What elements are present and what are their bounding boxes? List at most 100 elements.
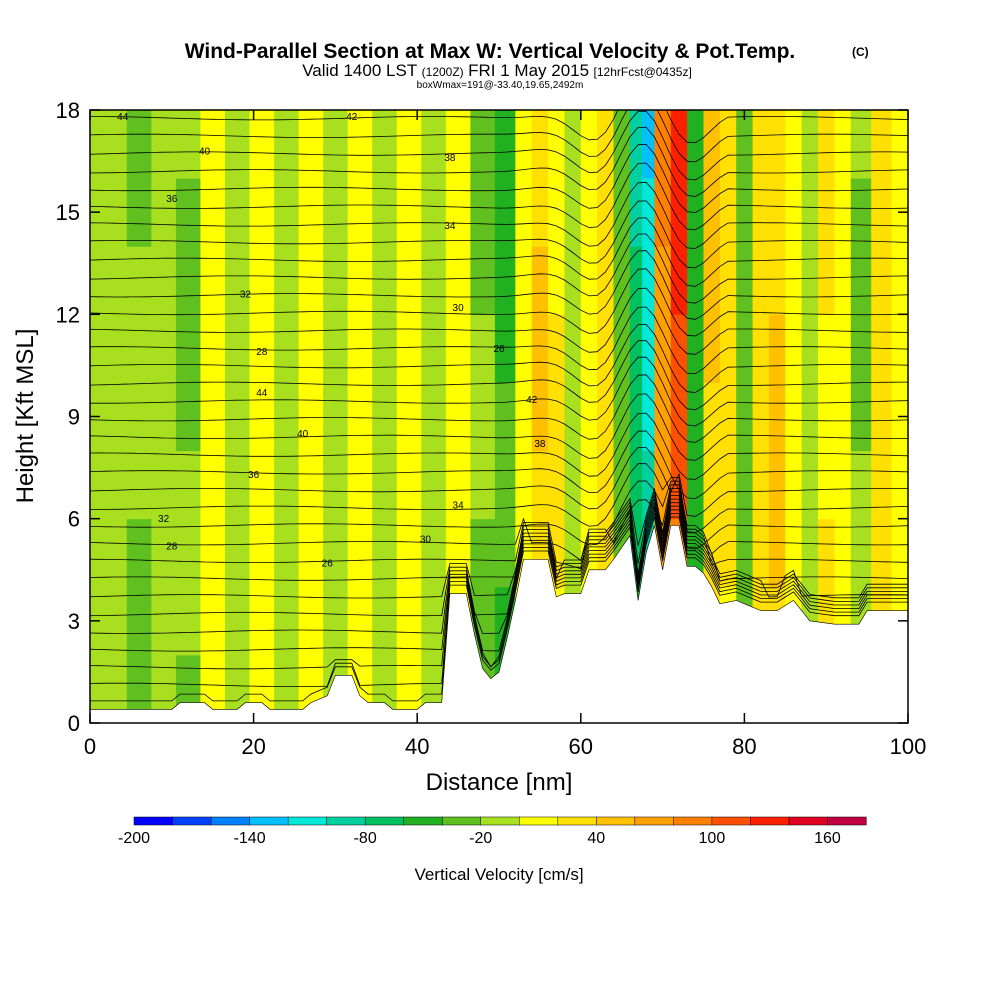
velocity-cell [850,110,872,179]
colorbar-tick-label: -140 [234,830,266,847]
velocity-cell [850,246,872,315]
velocity-cell [445,450,471,520]
velocity-cell [494,110,516,179]
velocity-cell [515,246,533,315]
colorbar-swatch [519,816,559,826]
theta-contour [90,480,908,550]
theta-contour [90,374,908,443]
velocity-cell [175,382,201,452]
velocity-cell [200,450,226,520]
velocity-cell [654,246,672,315]
velocity-cell [818,178,835,247]
theta-contour [90,324,908,393]
velocity-cell [768,246,786,315]
colorbar-swatch [673,816,713,826]
theta-contours [90,110,908,702]
velocity-cell [752,178,770,247]
velocity-cell [613,178,631,247]
velocity-cell [347,450,373,520]
velocity-cell [249,178,275,247]
y-tick-label: 18 [56,98,80,123]
velocity-cell [768,450,786,520]
theta-contour [90,488,908,570]
velocity-cell [175,518,201,588]
velocity-cell [719,450,737,520]
theta-contour [90,505,908,652]
velocity-cell [834,382,852,452]
velocity-cell [347,246,373,315]
x-tick-label: 80 [732,734,756,759]
plot-area: 44 42 40 38 36 34 32 30 28 26 44 42 40 38 36 34 32 30 28 26 [90,110,908,723]
velocity-cell [515,314,533,383]
velocity-cell [126,450,152,520]
velocity-cell [801,314,819,383]
velocity-cell [687,246,704,315]
subtitle-date: FRI 1 May 2015 [468,61,589,80]
velocity-cell [891,450,908,520]
velocity-cell [323,518,349,588]
velocity-cell [613,382,631,452]
velocity-cell [785,382,803,452]
velocity-cell [818,518,835,588]
theta-contour-label: 36 [166,194,178,205]
theta-contour [90,447,908,517]
velocity-cell [224,518,251,588]
velocity-cell [850,518,872,588]
velocity-cell [445,246,471,315]
theta-contour [90,502,908,634]
velocity-cell [871,110,893,179]
colorbar-tick-label: -80 [354,830,377,847]
velocity-cell [126,178,152,247]
velocity-cell [396,518,422,588]
velocity-cell [642,178,655,247]
velocity-cell [126,314,152,383]
velocity-cell [175,178,201,247]
velocity-cell [151,382,177,452]
theta-contour [90,110,908,181]
y-tick-label: 3 [68,609,80,634]
theta-contour [90,250,908,320]
velocity-cell [785,518,803,588]
velocity-cell [597,178,615,247]
velocity-cell [850,178,872,247]
velocity-cell [834,450,852,520]
velocity-cell [90,246,128,315]
velocity-cell [298,246,324,315]
velocity-cell [372,314,398,383]
theta-contour-label: 28 [256,347,268,358]
velocity-cell [249,382,275,452]
theta-contour-label: 42 [346,112,358,123]
velocity-cell [224,450,251,520]
velocity-cell [323,314,349,383]
theta-contour [90,268,908,337]
velocity-cell [687,450,704,520]
velocity-cell [347,586,373,656]
x-tick-label: 100 [890,734,927,759]
terrain [90,525,908,723]
velocity-cell [470,178,496,247]
velocity-cell [200,110,226,179]
velocity-cell [736,110,754,179]
velocity-cell [736,382,754,452]
velocity-cell [200,178,226,247]
theta-contour-label: 30 [453,303,465,314]
velocity-cell [445,314,471,383]
velocity-cell [564,314,582,383]
velocity-cell [719,110,737,179]
velocity-cell [372,586,398,656]
colorbar-swatch [711,816,751,826]
velocity-cell [396,178,422,247]
velocity-cell [298,110,324,179]
theta-contour-label: 40 [199,146,211,157]
colorbar-tick-label: 40 [587,830,605,847]
velocity-cell [249,518,275,588]
velocity-cell [850,314,872,383]
velocity-cell [90,314,128,383]
velocity-cell [834,110,852,179]
velocity-cell [298,382,324,452]
colorbar-swatch [326,816,366,826]
y-tick-label: 9 [68,405,80,430]
theta-contour [90,495,908,599]
velocity-cell [548,382,565,452]
